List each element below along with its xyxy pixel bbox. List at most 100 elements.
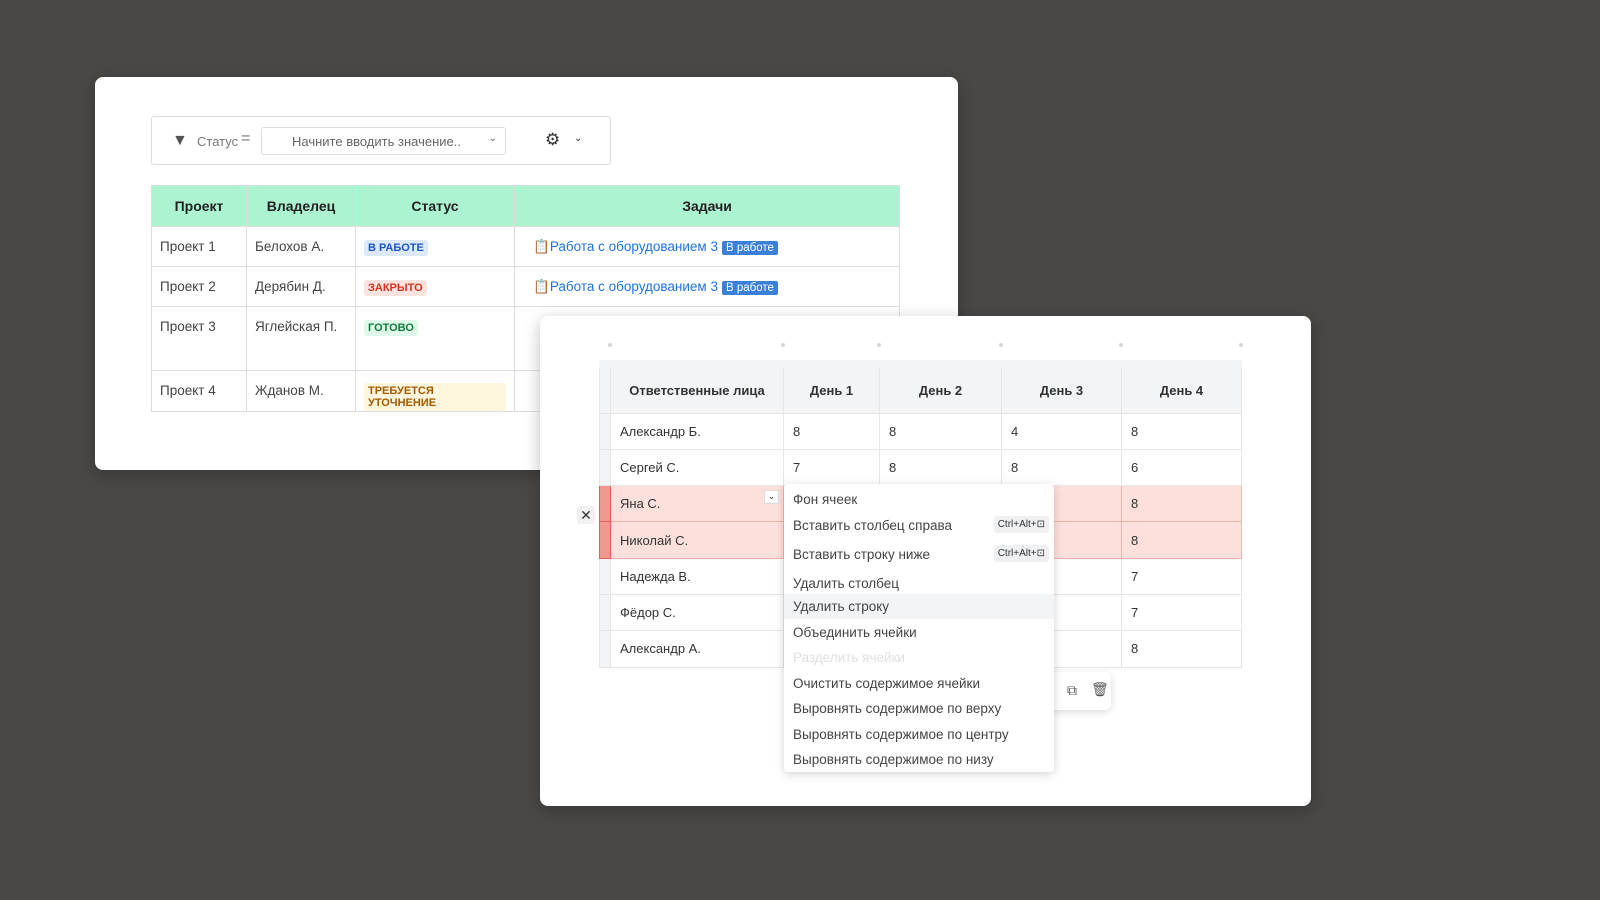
menu-label: Удалить строку — [793, 599, 890, 614]
column-handle[interactable] — [1119, 343, 1123, 347]
context-menu: Фон ячеек Вставить столбец справа Ctrl+Al… — [784, 484, 1054, 772]
project-cell: Проект 3 — [151, 306, 247, 371]
day-cell[interactable]: 6 — [1121, 448, 1242, 487]
day-cell[interactable]: 8 — [783, 412, 880, 450]
name-cell[interactable]: Николай С. — [610, 521, 784, 559]
menu-label: Объединить ячейки — [793, 625, 917, 640]
shortcut-badge: Ctrl+Alt+⊡ — [993, 516, 1049, 533]
table-row: Александр Б. 8 8 4 8 — [599, 412, 1242, 450]
col-header[interactable]: День 4 — [1121, 360, 1242, 414]
col-header[interactable]: Задачи — [514, 185, 900, 227]
status-badge: ГОТОВО — [364, 320, 418, 336]
menu-item-merge-cells[interactable]: Объединить ячейки — [784, 620, 1054, 645]
menu-label: Выровнять содержимое по центру — [793, 727, 1009, 742]
name-cell[interactable]: Александр Б. — [610, 412, 784, 450]
menu-item-align-middle[interactable]: Выровнять содержимое по центру — [784, 722, 1054, 747]
shortcut-text: Ctrl+Alt+ — [997, 519, 1037, 530]
column-handle[interactable] — [999, 343, 1003, 347]
col-header[interactable]: День 1 — [783, 360, 880, 414]
day-cell[interactable]: 7 — [1121, 593, 1242, 632]
day-cell[interactable]: 7 — [783, 448, 880, 487]
col-header[interactable]: Владелец — [246, 185, 356, 227]
menu-item-delete-row[interactable]: Удалить строку — [784, 594, 1054, 619]
project-cell: Проект 4 — [151, 370, 247, 412]
copy-icon[interactable]: ⧉ — [1067, 682, 1077, 698]
task-link[interactable]: Работа с оборудованием 3 — [549, 279, 718, 294]
row-handle[interactable] — [599, 593, 611, 632]
status-badge: ЗАКРЫТО — [364, 280, 427, 296]
owner-cell: Белохов А. — [246, 226, 356, 267]
shortcut-text: Ctrl+Alt+ — [997, 548, 1037, 559]
trash-icon[interactable]: 🗑 — [1091, 681, 1109, 697]
shortcut-badge: Ctrl+Alt+⊡ — [993, 545, 1049, 562]
filter-icon[interactable]: ▼ — [172, 132, 188, 149]
name-cell[interactable]: Фёдор С. — [610, 593, 784, 632]
close-icon[interactable]: ✕ — [577, 506, 595, 524]
owner-cell: Жданов М. — [246, 370, 356, 412]
menu-item-insert-column-right[interactable]: Вставить столбец справа Ctrl+Alt+⊡ — [784, 513, 1054, 538]
column-handle[interactable] — [781, 343, 785, 347]
col-header[interactable]: День 3 — [1001, 360, 1122, 414]
status-badge: ТРЕБУЕТСЯ УТОЧНЕНИЕ — [364, 383, 506, 411]
day-cell[interactable]: 8 — [1001, 448, 1122, 487]
row-handle[interactable] — [599, 448, 611, 487]
col-header[interactable]: День 2 — [879, 360, 1002, 414]
day-cell[interactable]: 8 — [1121, 521, 1242, 559]
day-cell[interactable]: 4 — [1001, 412, 1122, 450]
task-status-tag: В работе — [721, 241, 778, 255]
column-handle[interactable] — [1239, 343, 1243, 347]
menu-item-split-cells: Разделить ячейки — [784, 645, 1054, 670]
row-handle[interactable] — [599, 557, 611, 595]
menu-label: Выровнять содержимое по низу — [793, 752, 994, 767]
task-status-tag: В работе — [721, 281, 778, 295]
menu-item-align-bottom[interactable]: Выровнять содержимое по низу — [784, 747, 1054, 772]
menu-item-clear-cell[interactable]: Очистить содержимое ячейки — [784, 671, 1054, 696]
row-handle[interactable] — [599, 360, 611, 414]
filter-operator: = — [241, 130, 251, 147]
name-cell[interactable]: Александр А. — [610, 630, 784, 668]
menu-item-delete-column[interactable]: Удалить столбец — [784, 571, 1054, 596]
day-cell[interactable]: 8 — [1121, 485, 1242, 523]
table-row: Проект 2 Дерябин Д. ЗАКРЫТО 📋Работа с об… — [151, 266, 900, 307]
menu-label: Вставить строку ниже — [793, 547, 931, 562]
filter-placeholder: Начните вводить значение.. — [292, 134, 461, 149]
name-cell[interactable]: Сергей С. — [610, 448, 784, 487]
col-header[interactable]: Статус — [355, 185, 515, 227]
row-handle[interactable] — [599, 412, 611, 450]
day-cell[interactable]: 8 — [879, 412, 1002, 450]
task-link[interactable]: Работа с оборудованием 3 — [549, 239, 718, 254]
day-cell[interactable]: 7 — [1121, 557, 1242, 595]
arrow-down-key-icon: ⊡ — [1036, 548, 1045, 559]
filter-bar: ▼ Статус = Начните вводить значение.. ⌄ … — [151, 116, 611, 165]
menu-item-align-top[interactable]: Выровнять содержимое по верху — [784, 696, 1054, 721]
gear-icon[interactable]: ⚙ — [545, 130, 561, 149]
menu-item-cell-background[interactable]: Фон ячеек — [784, 487, 1054, 512]
menu-label: Фон ячеек — [793, 492, 858, 507]
status-badge: В РАБОТЕ — [364, 240, 428, 256]
row-handle[interactable] — [599, 630, 611, 668]
col-header[interactable]: Проект — [151, 185, 247, 227]
arrow-right-key-icon: ⊡ — [1036, 519, 1045, 530]
menu-label: Очистить содержимое ячейки — [793, 676, 980, 691]
day-cell[interactable]: 8 — [1121, 630, 1242, 668]
column-handle[interactable] — [877, 343, 881, 347]
chevron-down-icon[interactable]: ⌄ — [764, 490, 779, 505]
table-row: Проект 1 Белохов А. В РАБОТЕ 📋Работа с о… — [151, 226, 900, 267]
name-cell[interactable]: Яна С. — [620, 496, 661, 512]
clipboard-check-icon: 📋 — [533, 279, 550, 294]
day-cell[interactable]: 8 — [1121, 412, 1242, 450]
owner-cell: Дерябин Д. — [246, 266, 356, 307]
project-cell: Проект 1 — [151, 226, 247, 267]
name-cell[interactable]: Надежда В. — [610, 557, 784, 595]
column-handle[interactable] — [608, 343, 612, 347]
menu-label: Разделить ячейки — [793, 650, 905, 665]
chevron-down-icon[interactable]: ⌄ — [574, 133, 583, 144]
table-row: Сергей С. 7 8 8 6 — [599, 448, 1242, 487]
filter-value-select[interactable]: Начните вводить значение.. ⌄ — [261, 127, 506, 155]
clipboard-check-icon: 📋 — [533, 239, 550, 254]
row-handle[interactable] — [599, 521, 611, 559]
menu-item-insert-row-below[interactable]: Вставить строку ниже Ctrl+Alt+⊡ — [784, 542, 1054, 567]
row-handle[interactable] — [599, 485, 611, 523]
day-cell[interactable]: 8 — [879, 448, 1002, 487]
col-header[interactable]: Ответственные лица — [610, 360, 784, 414]
